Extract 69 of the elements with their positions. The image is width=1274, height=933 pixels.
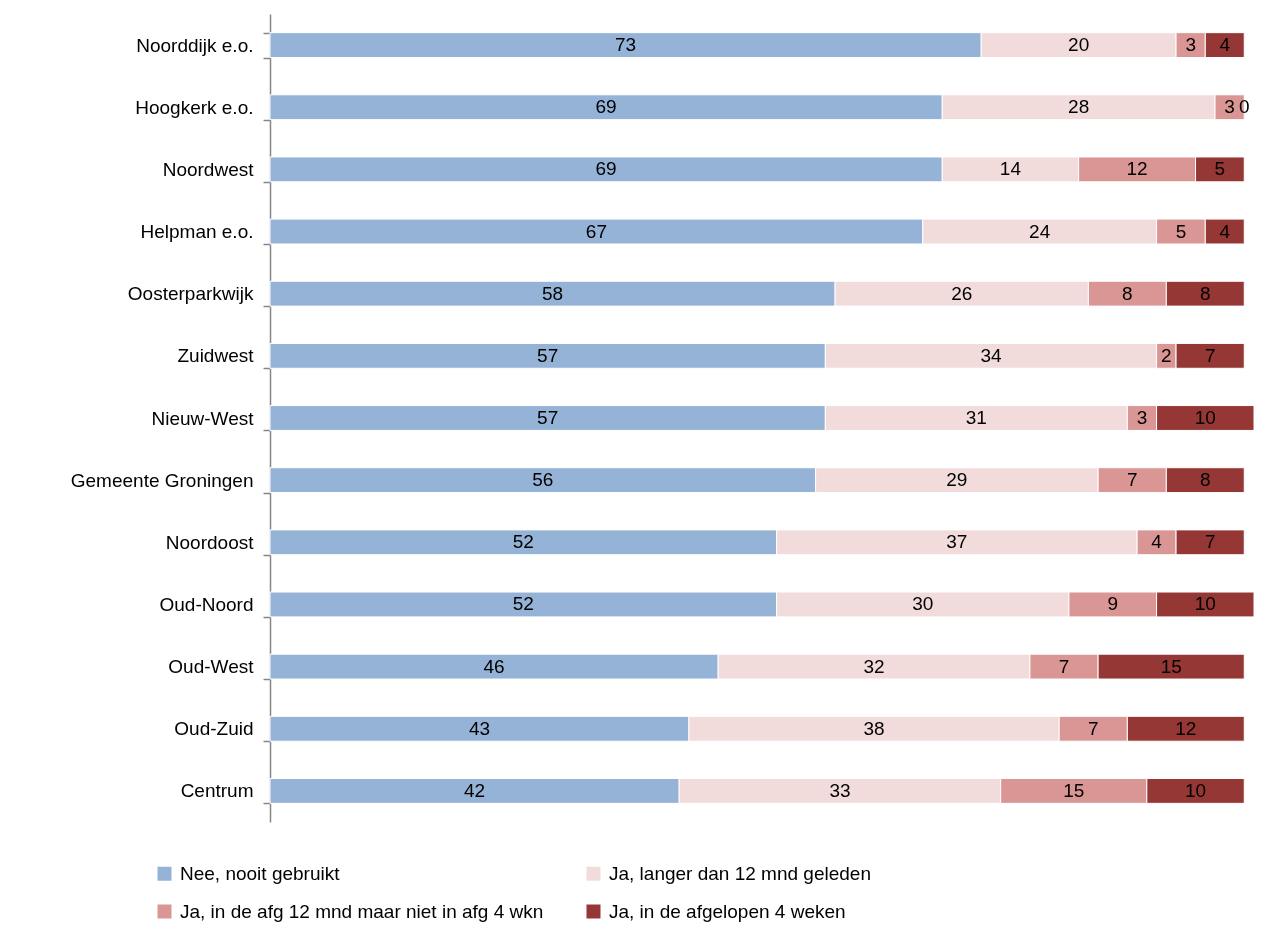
data-label: 9: [1107, 593, 1119, 615]
data-label: 12: [1126, 158, 1148, 180]
data-label: 7: [1204, 344, 1216, 366]
data-label: 4: [1219, 34, 1231, 56]
data-label: 20: [1068, 34, 1090, 56]
data-label: 28: [1068, 96, 1090, 118]
data-label: 57: [537, 344, 559, 366]
data-label: 38: [863, 717, 885, 739]
data-label: 69: [595, 158, 617, 180]
data-label: 3: [1136, 407, 1148, 428]
legend-label: Ja, in de afg 12 mnd maar niet in afg 4 wkn: [180, 900, 544, 922]
data-label: 7: [1058, 655, 1070, 677]
data-label: 33: [829, 779, 851, 801]
y-tick-label: Gemeente Groningen: [70, 469, 254, 491]
data-label: 5: [1214, 158, 1226, 180]
data-label: 8: [1200, 469, 1211, 491]
data-label: 4: [1219, 220, 1231, 242]
data-label: 10: [1194, 407, 1216, 428]
y-tick-label: Oud-West: [168, 656, 255, 678]
data-label: 7: [1087, 717, 1099, 739]
data-label: 43: [468, 717, 491, 739]
data-label: 15: [1063, 779, 1085, 801]
y-tick-label: Oud-Zuid: [174, 718, 254, 740]
data-label: 57: [537, 407, 559, 428]
data-label: 0: [1238, 96, 1250, 118]
data-label: 10: [1194, 593, 1216, 615]
data-label: 5: [1175, 220, 1187, 242]
data-label: 52: [512, 531, 534, 553]
data-label: 7: [1126, 469, 1138, 491]
data-label: 12: [1175, 717, 1197, 739]
data-label: 29: [946, 469, 968, 491]
y-tick-label: Oud-Noord: [159, 593, 254, 615]
data-label: 56: [532, 469, 554, 491]
y-tick-label: Centrum: [180, 780, 254, 802]
y-tick-label: Noordwest: [162, 158, 255, 180]
data-label: 8: [1200, 282, 1211, 304]
data-label: 14: [999, 158, 1022, 180]
data-label: 58: [541, 282, 564, 304]
y-tick-label: Hoogkerk e.o.: [135, 96, 254, 118]
data-label: 73: [615, 34, 637, 56]
data-label: 3: [1224, 96, 1235, 118]
data-label: 30: [912, 593, 934, 615]
data-label: 32: [863, 655, 885, 677]
y-tick-label: Oosterparkwijk: [127, 283, 254, 305]
data-label: 4: [1151, 531, 1163, 553]
data-label: 10: [1184, 779, 1207, 801]
data-label: 26: [951, 282, 973, 304]
y-tick-label: Noorddijk e.o.: [136, 34, 254, 56]
y-tick-label: Noordoost: [165, 531, 255, 553]
data-label: 15: [1160, 655, 1182, 677]
data-label: 2: [1161, 344, 1172, 366]
data-label: 69: [595, 96, 617, 118]
data-label: 8: [1122, 282, 1133, 304]
data-label: 42: [464, 779, 486, 801]
legend-label: Ja, langer dan 12 mnd geleden: [609, 862, 871, 884]
y-tick-label: Zuidwest: [177, 345, 255, 367]
data-label: 46: [483, 655, 505, 677]
data-label: 7: [1204, 531, 1216, 553]
data-label: 3: [1185, 34, 1196, 56]
data-label: 37: [946, 531, 968, 553]
y-tick-label: Nieuw-West: [151, 407, 255, 429]
data-label: 34: [980, 344, 1002, 366]
data-label: 31: [965, 407, 987, 428]
y-tick-label: Helpman e.o.: [140, 221, 254, 243]
data-label: 67: [585, 220, 607, 242]
legend-label: Nee, nooit gebruikt: [180, 862, 341, 884]
data-label: 52: [512, 593, 534, 615]
legend-label: Ja, in de afgelopen 4 weken: [609, 900, 846, 922]
data-label: 24: [1029, 220, 1051, 242]
